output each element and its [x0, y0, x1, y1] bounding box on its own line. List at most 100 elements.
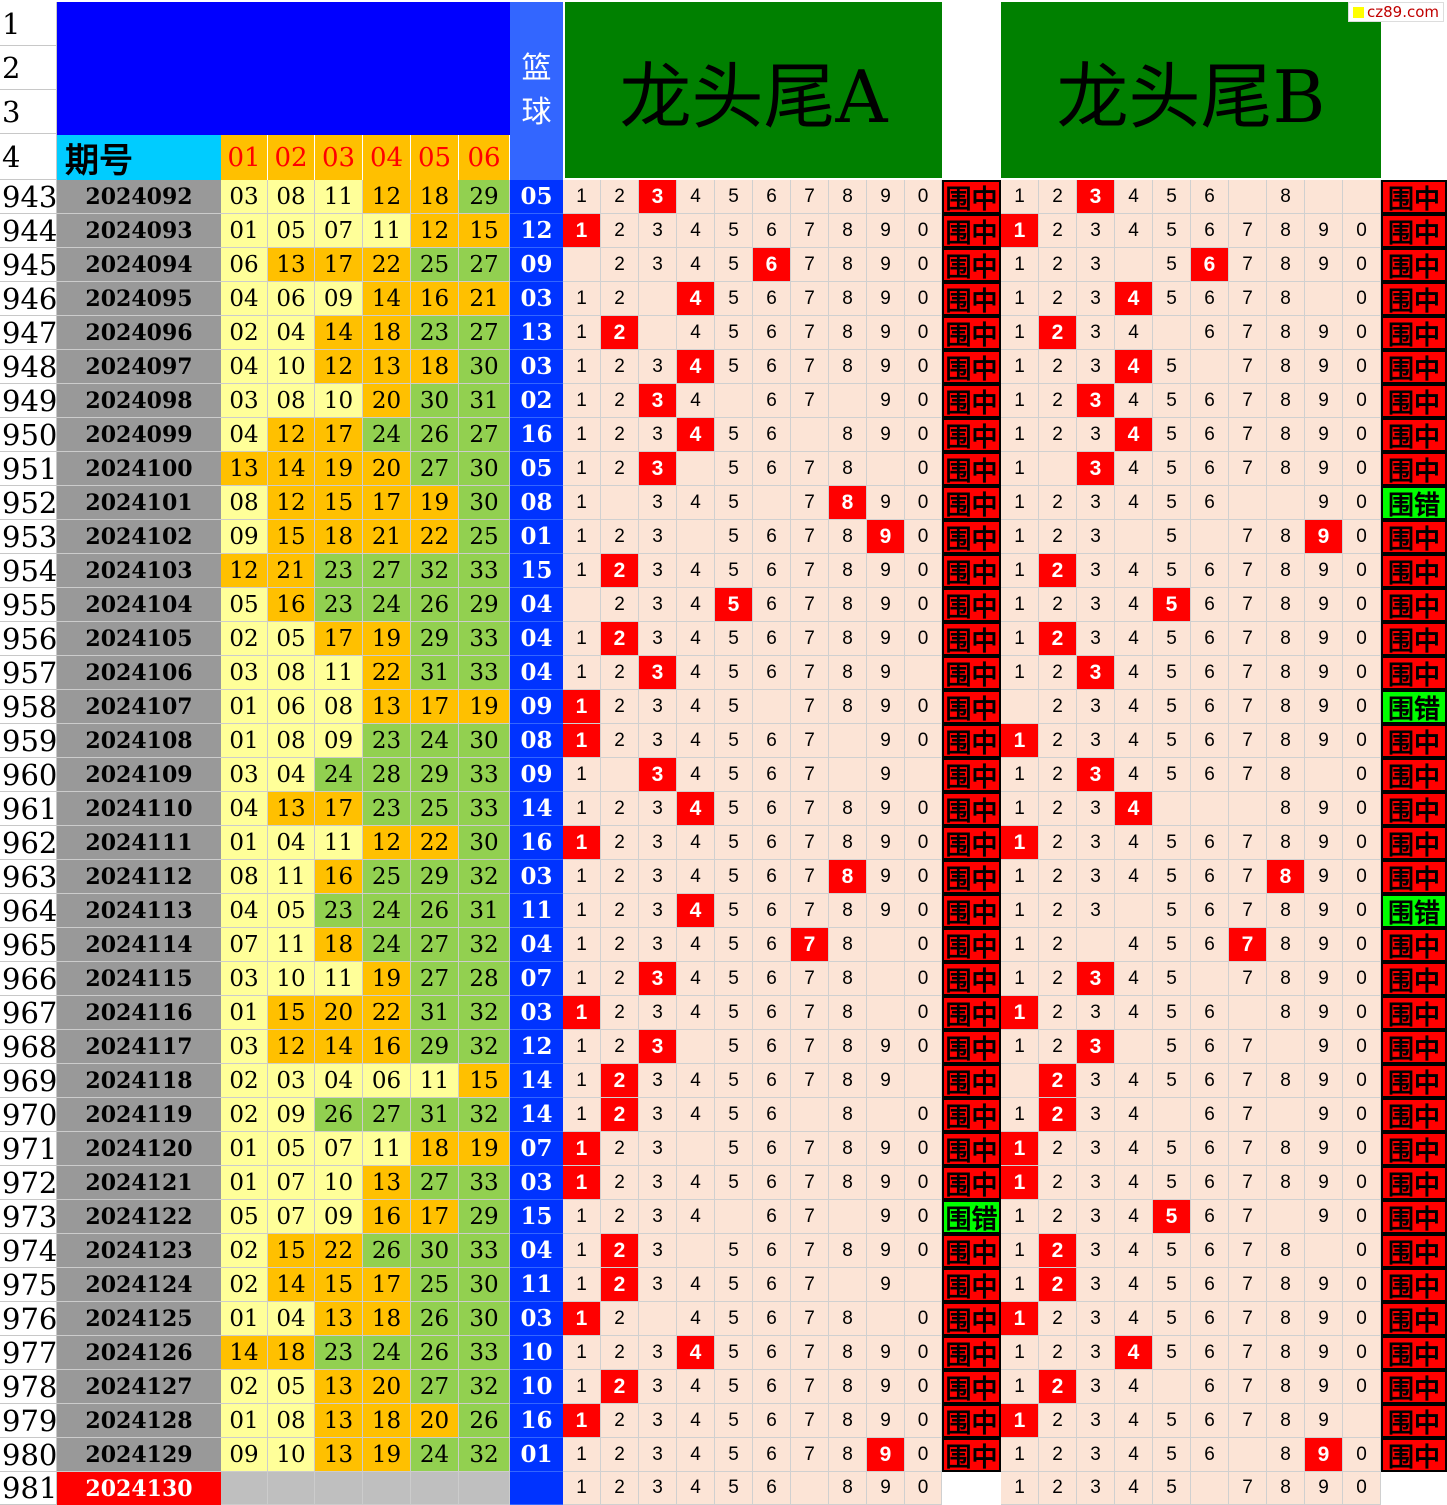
digit-b-cell: 3	[1077, 350, 1115, 384]
digit-b-cell: 1	[1001, 452, 1039, 486]
red-ball-cell: 24	[411, 1438, 459, 1472]
digit-b-cell	[1001, 690, 1039, 724]
digit-a-cell: 0	[905, 350, 942, 384]
digit-b-cell: 1	[1001, 1370, 1039, 1404]
red-ball-cell: 01	[221, 690, 268, 724]
red-ball-cell: 30	[459, 350, 510, 384]
digit-a-cell: 6	[753, 316, 791, 350]
red-ball-cell: 05	[268, 1370, 315, 1404]
result-b-cell: 围错	[1381, 894, 1447, 928]
digit-a-cell: 1	[563, 860, 601, 894]
digit-b-cell: 2	[1039, 1370, 1077, 1404]
blue-ball-cell	[510, 1472, 563, 1505]
digit-a-cell: 7	[791, 486, 829, 520]
digit-a-cell: 2	[601, 1098, 639, 1132]
digit-a-cell: 0	[905, 1438, 942, 1472]
result-b-cell: 围中	[1381, 1166, 1447, 1200]
result-a-cell: 围中	[942, 690, 1001, 724]
row-header: 949	[0, 384, 57, 418]
digit-a-cell: 6	[753, 996, 791, 1030]
result-b-cell: 围中	[1381, 520, 1447, 554]
row-header: 959	[0, 724, 57, 758]
digit-a-cell: 5	[715, 1336, 753, 1370]
digit-a-cell	[829, 758, 867, 792]
digit-a-cell: 4	[677, 1370, 715, 1404]
red-ball-cell: 24	[363, 418, 411, 452]
blue-ball-cell: 05	[510, 180, 563, 214]
red-ball-cell: 26	[363, 1234, 411, 1268]
digit-a-cell: 8	[829, 1302, 867, 1336]
digit-b-cell: 2	[1039, 860, 1077, 894]
period-cell: 2024103	[57, 554, 221, 588]
red-ball-cell: 13	[315, 1404, 363, 1438]
red-ball-cell: 02	[221, 1268, 268, 1302]
digit-b-cell: 2	[1039, 384, 1077, 418]
digit-a-cell: 4	[677, 1098, 715, 1132]
blue-ball-cell: 14	[510, 792, 563, 826]
digit-b-cell: 9	[1305, 996, 1343, 1030]
blue-ball-cell: 03	[510, 1302, 563, 1336]
red-ball-cell: 30	[459, 724, 510, 758]
period-cell: 2024130	[57, 1472, 221, 1505]
digit-a-cell: 5	[715, 928, 753, 962]
red-ball-cell: 18	[411, 1132, 459, 1166]
red-ball-cell: 15	[268, 520, 315, 554]
blue-ball-cell: 13	[510, 316, 563, 350]
digit-a-cell: 9	[867, 350, 905, 384]
blue-ball-cell: 03	[510, 350, 563, 384]
digit-b-cell: 1	[1001, 792, 1039, 826]
digit-a-cell: 9	[867, 1268, 905, 1302]
digit-b-cell: 0	[1343, 758, 1381, 792]
ball-header-2: 02	[268, 135, 315, 180]
digit-b-cell: 2	[1039, 248, 1077, 282]
digit-b-cell: 2	[1039, 894, 1077, 928]
digit-b-cell: 4	[1115, 826, 1153, 860]
digit-a-cell	[905, 1064, 942, 1098]
digit-a-cell: 7	[791, 520, 829, 554]
blue-ball-cell: 07	[510, 962, 563, 996]
digit-b-cell: 0	[1343, 1336, 1381, 1370]
digit-a-cell: 7	[791, 860, 829, 894]
red-ball-cell: 05	[268, 214, 315, 248]
digit-b-cell: 7	[1229, 656, 1267, 690]
digit-b-cell: 3	[1077, 486, 1115, 520]
digit-b-cell: 2	[1039, 928, 1077, 962]
digit-a-cell: 3	[639, 1132, 677, 1166]
digit-a-cell: 0	[905, 1370, 942, 1404]
digit-b-cell: 8	[1267, 1166, 1305, 1200]
red-ball-cell: 19	[411, 486, 459, 520]
digit-b-cell: 7	[1229, 418, 1267, 452]
digit-b-cell	[1305, 1234, 1343, 1268]
digit-a-cell: 1	[563, 1200, 601, 1234]
digit-b-cell: 6	[1191, 554, 1229, 588]
red-ball-cell: 32	[459, 928, 510, 962]
digit-a-cell: 7	[791, 180, 829, 214]
digit-b-cell: 7	[1229, 384, 1267, 418]
digit-b-cell: 6	[1191, 180, 1229, 214]
digit-b-cell: 4	[1115, 1166, 1153, 1200]
digit-a-cell: 5	[715, 1064, 753, 1098]
red-ball-cell: 09	[268, 1098, 315, 1132]
digit-b-cell: 1	[1001, 588, 1039, 622]
digit-b-cell: 2	[1039, 1438, 1077, 1472]
blue-ball-cell: 15	[510, 554, 563, 588]
red-ball-cell: 18	[315, 928, 363, 962]
digit-a-cell: 9	[867, 1234, 905, 1268]
digit-b-cell: 1	[1001, 962, 1039, 996]
digit-a-cell: 7	[791, 384, 829, 418]
digit-a-cell: 1	[563, 214, 601, 248]
digit-b-cell	[1115, 248, 1153, 282]
digit-b-cell: 4	[1115, 690, 1153, 724]
red-ball-cell: 24	[363, 928, 411, 962]
digit-a-cell: 9	[867, 622, 905, 656]
digit-a-cell: 1	[563, 1472, 601, 1505]
result-b-cell: 围中	[1381, 826, 1447, 860]
digit-a-cell: 3	[639, 1404, 677, 1438]
digit-b-cell: 9	[1305, 588, 1343, 622]
red-ball-cell: 33	[459, 554, 510, 588]
row-header: 960	[0, 758, 57, 792]
digit-a-cell	[829, 384, 867, 418]
digit-b-cell: 7	[1229, 894, 1267, 928]
digit-a-cell	[639, 1302, 677, 1336]
digit-a-cell: 7	[791, 928, 829, 962]
